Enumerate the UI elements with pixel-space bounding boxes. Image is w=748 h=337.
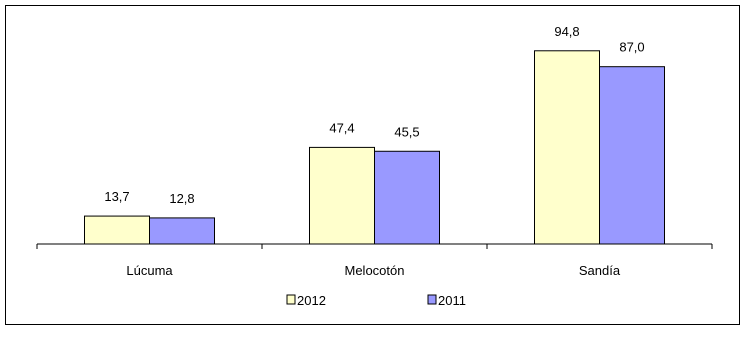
bar-2011-0 — [149, 217, 215, 245]
x-axis-ticks — [36, 244, 713, 249]
x-tick-label: Melocotón — [345, 263, 405, 278]
data-label: 12,8 — [169, 191, 194, 206]
bar-2011-1 — [374, 150, 440, 245]
bars-layer — [84, 50, 665, 245]
category-labels-layer: Lúcuma Melocotón Sandía — [126, 263, 620, 278]
bar-2011-2 — [599, 66, 665, 245]
legend-label: 2012 — [297, 293, 326, 308]
x-tick-label: Sandía — [579, 263, 621, 278]
x-tick-label: Lúcuma — [126, 263, 173, 278]
data-label: 94,8 — [554, 24, 579, 39]
data-label: 45,5 — [394, 124, 419, 139]
data-label: 13,7 — [104, 189, 129, 204]
bar-2012-0 — [84, 215, 150, 245]
legend-swatch-2012 — [286, 294, 296, 305]
value-labels-layer: 13,7 12,8 47,4 45,5 94,8 87,0 — [104, 24, 644, 206]
legend: 2012 2011 — [286, 293, 466, 308]
bar-2012-2 — [534, 50, 600, 245]
legend-swatch-2011 — [427, 294, 437, 305]
data-label: 47,4 — [329, 120, 354, 135]
bar-2012-1 — [309, 146, 375, 245]
legend-label: 2011 — [438, 293, 466, 308]
data-label: 87,0 — [619, 40, 644, 55]
